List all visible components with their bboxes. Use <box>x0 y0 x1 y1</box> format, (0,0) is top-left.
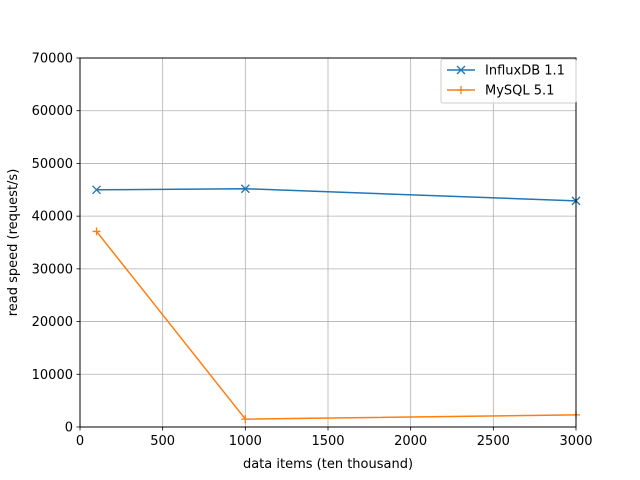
data-point-influxdb-1-1 <box>92 185 101 195</box>
x-tick-label: 2000 <box>394 434 427 449</box>
x-tick-label: 1500 <box>311 434 344 449</box>
y-tick-label: 20000 <box>32 315 73 330</box>
legend: InfluxDB 1.1 MySQL 5.1 <box>440 58 577 104</box>
y-tick-label: 50000 <box>32 157 73 172</box>
y-axis-label: read speed (request/s) <box>6 169 21 317</box>
y-tick-label: 60000 <box>32 104 73 119</box>
legend-label: MySQL 5.1 <box>485 84 554 99</box>
x-tick-label: 3000 <box>559 434 592 449</box>
x-axis-label: data items (ten thousand) <box>243 457 413 472</box>
x-tick-label: 0 <box>76 434 84 449</box>
y-tick-label: 10000 <box>32 368 73 383</box>
x-tick-label: 500 <box>150 434 175 449</box>
data-point-mysql-5-1 <box>241 415 250 424</box>
y-tick-label: 0 <box>65 421 73 436</box>
y-tick-label: 30000 <box>32 262 73 277</box>
x-tick-label: 2500 <box>477 434 510 449</box>
x-tick-label: 1000 <box>229 434 262 449</box>
data-point-influxdb-1-1 <box>240 184 250 194</box>
y-tick-label: 70000 <box>32 52 73 67</box>
legend-label: InfluxDB 1.1 <box>485 64 565 79</box>
y-tick-label: 40000 <box>32 210 73 225</box>
legend-swatch-marker <box>457 86 465 94</box>
ticks: 0 500 1000 1500 2000 2500 30000100002000030000… <box>32 52 593 450</box>
legend-swatch-marker <box>456 65 466 75</box>
data-point-mysql-5-1 <box>92 227 101 236</box>
